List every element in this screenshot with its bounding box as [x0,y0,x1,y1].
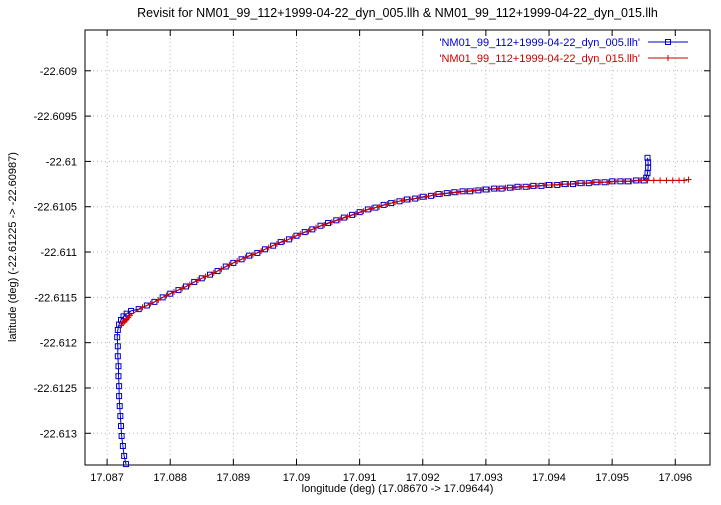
y-axis-label: latitude (deg) (-22.61225 -> -22.60987) [7,152,19,342]
y-tick-label: -22.6115 [34,292,77,304]
y-tick-label: -22.611 [41,247,78,259]
tick-labels: 17.087 17.088 17.089 17.09 17.091 17.092 17.09… [34,66,693,484]
y-tick-label: -22.613 [40,428,77,440]
y-tick-label: -22.6095 [34,111,77,123]
y-tick-label: -22.612 [40,338,77,350]
x-tick-label: 17.092 [406,472,440,484]
legend-square-marker-icon [665,39,671,45]
x-tick-label: 17.095 [595,472,629,484]
x-tick-label: 17.089 [217,472,251,484]
y-tick-label: -22.61 [46,156,77,168]
x-axis-label: longitude (deg) (17.08670 -> 17.09644) [301,483,494,495]
y-tick-label: -22.6105 [34,202,77,214]
series-dyn-015 [117,176,692,329]
x-tick-label: 17.087 [90,472,124,484]
y-tick-label: -22.609 [40,66,77,78]
x-tick-label: 17.09 [283,472,311,484]
x-tick-label: 17.094 [532,472,566,484]
y-tick-label: -22.6125 [34,383,77,395]
x-tick-label: 17.088 [153,472,187,484]
x-tick-label: 17.096 [658,472,692,484]
grid-lines [85,30,710,465]
plot-border [84,29,711,466]
x-tick-label: 17.093 [469,472,503,484]
legend-label: 'NM01_99_112+1999-04-22_dyn_015.llh' [439,53,640,65]
legend-label: 'NM01_99_112+1999-04-22_dyn_005.llh' [439,37,640,49]
chart-title: Revisit for NM01_99_112+1999-04-22_dyn_0… [137,6,658,20]
series-dyn-005 [114,154,652,468]
legend: 'NM01_99_112+1999-04-22_dyn_005.llh' 'NM0… [439,37,688,65]
x-tick-label: 17.091 [343,472,377,484]
tick-marks [85,30,710,465]
